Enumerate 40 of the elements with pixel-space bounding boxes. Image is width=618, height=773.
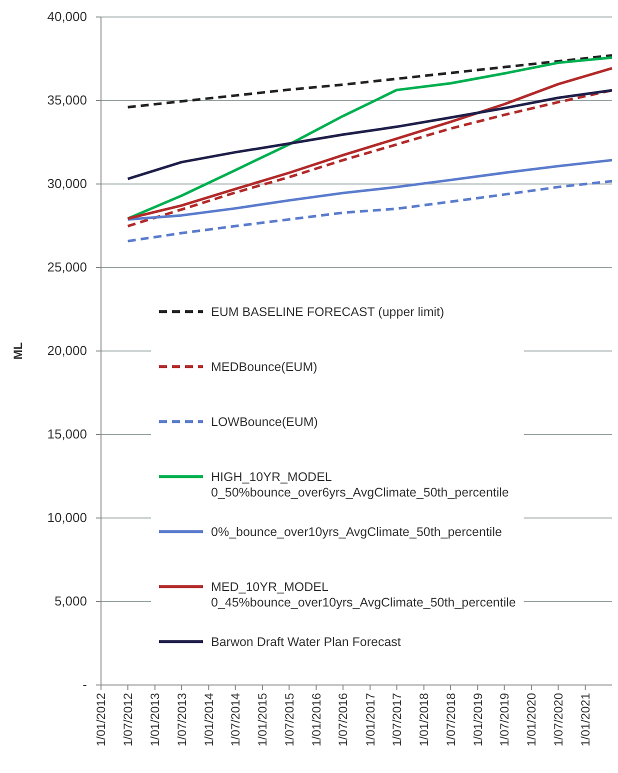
line-series [126,158,614,221]
x-tick-label: 1/01/2020 [524,692,539,746]
legend-label: MED_10YR_MODEL 0_45%bounce_over10yrs_AvgClimate_50th_percentile [211,580,516,610]
y-tick-label: 20,000 [47,343,87,358]
y-tick-label: 5,000 [54,594,87,609]
y-tick-label: 30,000 [47,176,87,192]
legend-label: 0%_bounce_over10yrs_AvgClimate_50th_percentile [211,525,502,539]
x-tick-label: 1/01/2015 [256,692,270,746]
x-tick-label: 1/07/2015 [282,692,296,746]
y-tick-label: 40,000 [47,9,87,24]
x-tick-label: 1/01/2018 [417,692,432,746]
y-tick-label: - [82,677,87,692]
x-tick-label: 1/07/2016 [336,692,350,746]
x-tick-label: 1/01/2021 [578,692,593,746]
x-tick-label: 1/07/2018 [444,692,458,746]
x-tick-label: 1/07/2014 [228,692,243,746]
x-tick-label: 1/01/2016 [309,692,324,746]
y-tick-label: 35,000 [47,92,87,108]
y-tick-label: 15,000 [47,426,87,442]
y-tick-label: 10,000 [47,510,87,526]
line-series [126,180,614,242]
x-tick-label: 1/01/2017 [363,692,378,746]
x-tick-label: 1/07/2020 [551,692,566,746]
x-tick-label: 1/07/2019 [498,692,512,746]
legend-label: LOWBounce(EUM) [211,415,318,429]
x-tick-label: 1/01/2014 [202,692,216,746]
x-tick-label: 1/07/2012 [121,692,136,746]
y-tick-label: 25,000 [47,260,87,275]
x-tick-label: 1/01/2012 [94,692,108,746]
y-axis-title: ML [11,342,25,360]
line-series [126,89,614,180]
legend-label: MEDBounce(EUM) [211,360,318,374]
legend-label: HIGH_10YR_MODEL 0_50%bounce_over6yrs_AvgClimate_50th_percentile [211,470,509,500]
x-tick-label: 1/01/2013 [148,692,162,746]
x-tick-label: 1/07/2013 [174,692,189,746]
x-tick-label: 1/01/2019 [470,692,485,746]
line-series [126,54,614,108]
legend-label: EUM BASELINE FORECAST (upper limit) [211,305,444,319]
x-tick-label: 1/07/2017 [390,692,404,746]
legend-label: Barwon Draft Water Plan Forecast [211,635,402,649]
